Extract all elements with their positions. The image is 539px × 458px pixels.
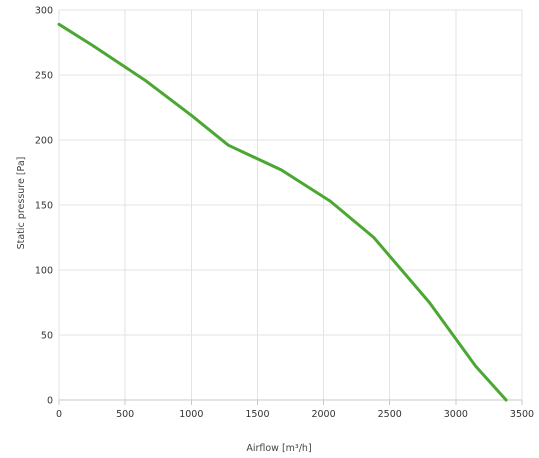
y-tick-label: 250: [35, 71, 53, 82]
x-axis-ticks: 0 500 1000 1500 2000 2500 3000 3500: [56, 400, 534, 420]
grid: [58, 9, 523, 400]
x-tick-label: 500: [116, 409, 134, 420]
x-tick-label: 3500: [510, 409, 534, 420]
y-tick-label: 100: [35, 266, 53, 277]
x-tick-label: 2000: [311, 409, 335, 420]
x-tick-label: 0: [56, 409, 62, 420]
x-tick-label: 1500: [245, 409, 269, 420]
y-tick-label: 0: [47, 396, 53, 407]
y-axis-ticks: 0 50 100 150 200 250 300: [35, 6, 53, 407]
y-tick-label: 150: [35, 201, 53, 212]
x-tick-label: 1000: [179, 409, 203, 420]
y-tick-label: 50: [41, 331, 53, 342]
x-tick-label: 3000: [444, 409, 468, 420]
series-line: [57, 22, 508, 402]
x-axis-title: Airflow [m³/h]: [246, 443, 311, 454]
y-axis-title: Static pressure [Pa]: [16, 157, 27, 250]
series-group: [57, 22, 508, 402]
y-tick-label: 300: [35, 6, 53, 17]
y-tick-label: 200: [35, 136, 53, 147]
x-tick-label: 2500: [378, 409, 402, 420]
